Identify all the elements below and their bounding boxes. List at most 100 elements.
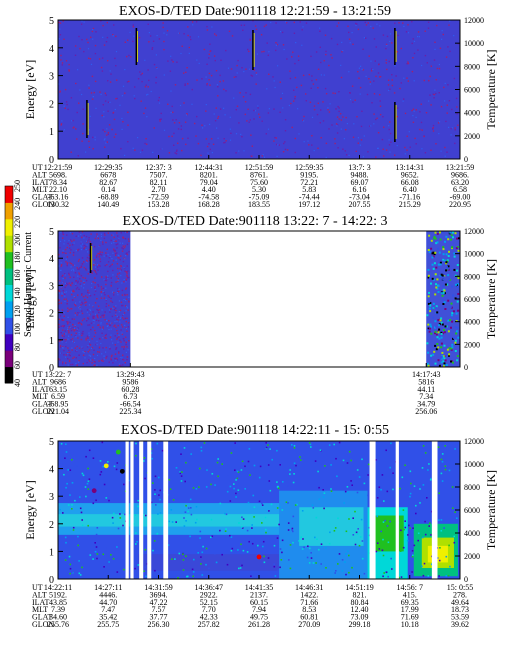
- panel1-noise-pixel: [256, 53, 258, 55]
- panel2-noise-pixel: [86, 320, 88, 322]
- panel1-noise-pixel: [81, 93, 83, 96]
- panel2-noise-pixel: [105, 277, 108, 279]
- panel1-noise-pixel: [371, 102, 373, 104]
- y2-tick-label: 6000: [464, 295, 480, 304]
- panel2-noise-pixel: [115, 305, 117, 307]
- ephemeris-value: 270.09: [298, 620, 320, 629]
- panel3-pixel: [171, 558, 173, 560]
- panel1-noise-pixel: [389, 40, 391, 42]
- panel1-noise-pixel: [87, 48, 90, 50]
- panel1-noise-pixel: [253, 109, 255, 112]
- panel3-pixel: [438, 498, 441, 500]
- panel3-pixel: [293, 445, 296, 447]
- panel3-pixel: [281, 509, 284, 511]
- panel1-noise-pixel: [134, 149, 136, 151]
- panel2-noise-pixel: [68, 308, 70, 311]
- panel2-noise-pixel: [92, 311, 94, 313]
- panel3-pixel: [240, 543, 242, 546]
- panel3-pixel: [175, 521, 177, 523]
- panel3-pixel: [392, 488, 394, 491]
- panel3-pixel: [422, 574, 425, 577]
- panel2-late-pixel: [442, 332, 444, 335]
- panel1-noise-pixel: [173, 132, 175, 135]
- panel2-noise-pixel: [125, 327, 127, 329]
- colorbar-swatch: [5, 317, 13, 335]
- panel2-noise-pixel: [100, 291, 102, 293]
- panel1-noise-pixel: [206, 145, 209, 148]
- ephemeris-value: 14:46:31: [295, 583, 323, 592]
- panel2-late-pixel: [440, 331, 443, 334]
- panel1-noise-pixel: [379, 94, 381, 96]
- panel2-noise-pixel: [59, 315, 62, 317]
- panel2-noise-pixel: [123, 281, 125, 283]
- panel3-pixel: [381, 474, 384, 476]
- panel2-noise-pixel: [75, 336, 77, 338]
- panel2-noise-pixel: [84, 295, 87, 297]
- panel3-pixel: [182, 553, 184, 556]
- panel1-noise-pixel: [375, 118, 377, 121]
- panel1-noise-pixel: [247, 48, 249, 51]
- panel1-noise-pixel: [208, 79, 210, 81]
- panel2-noise-pixel: [64, 339, 66, 341]
- panel3-pixel: [159, 512, 162, 514]
- panel1-noise-pixel: [62, 20, 64, 22]
- panel1-noise-pixel: [197, 142, 200, 145]
- panel1-noise-pixel: [329, 103, 331, 105]
- panel3-pixel: [185, 520, 187, 522]
- panel1-noise-pixel: [93, 91, 95, 94]
- panel2-noise-pixel: [68, 354, 70, 356]
- panel2-late-pixel: [434, 306, 437, 309]
- panel1-noise-pixel: [379, 25, 381, 27]
- panel3-pixel: [310, 557, 313, 559]
- panel1-noise-pixel: [349, 99, 352, 101]
- panel3-pixel: [65, 443, 67, 445]
- panel2-noise-pixel: [112, 307, 114, 309]
- panel1-noise-pixel: [63, 129, 65, 131]
- panel1-noise-pixel: [284, 130, 287, 132]
- panel2-late-pixel: [445, 266, 448, 268]
- panel2-noise-pixel: [72, 340, 74, 343]
- panel1-noise-pixel: [447, 84, 449, 86]
- panel3-pixel: [259, 544, 261, 547]
- panel3-pixel: [93, 467, 95, 470]
- panel3-pixel: [399, 487, 401, 490]
- y-tick-label: 3: [49, 492, 54, 503]
- panel3-pixel: [417, 532, 420, 535]
- panel2-noise-pixel: [115, 243, 117, 246]
- colorbar-tick-label: 140: [13, 287, 22, 299]
- panel1-noise-pixel: [445, 120, 447, 123]
- ephemeris-value: 8.53: [302, 605, 316, 614]
- panel3-pixel: [448, 469, 451, 472]
- panel3-pixel: [315, 562, 317, 564]
- panel2-noise-pixel: [67, 283, 69, 286]
- panel1-noise-pixel: [200, 154, 202, 157]
- panel3-pixel: [424, 520, 426, 523]
- panel2-noise-pixel: [116, 315, 118, 317]
- ephemeris-value: 255.76: [47, 620, 69, 629]
- panel2-noise-pixel: [111, 354, 113, 357]
- panel2-noise-pixel: [93, 360, 95, 363]
- panel1-noise-pixel: [151, 47, 154, 49]
- panel3-pixel: [82, 474, 85, 477]
- panel1-noise-pixel: [432, 127, 434, 129]
- panel2-late-pixel: [450, 347, 453, 350]
- panel2-noise-pixel: [80, 280, 82, 282]
- panel2-noise-pixel: [123, 318, 125, 320]
- panel2-noise-pixel: [115, 240, 118, 242]
- panel3-pixel: [261, 547, 264, 549]
- panel1-noise-pixel: [375, 75, 377, 78]
- panel1-noise-pixel: [170, 55, 172, 57]
- panel2-noise-pixel: [61, 295, 63, 297]
- panel2-noise-pixel: [83, 244, 85, 247]
- panel3-pixel: [422, 536, 424, 539]
- panel3-pixel: [368, 519, 370, 521]
- panel1-noise-pixel: [58, 21, 60, 24]
- panel1-noise-pixel: [159, 118, 161, 121]
- panel1-noise-pixel: [414, 137, 416, 140]
- panel1-noise-pixel: [186, 113, 188, 115]
- panel1-noise-pixel: [217, 117, 219, 119]
- panel2-noise-pixel: [93, 317, 95, 319]
- panel1-noise-pixel: [305, 93, 307, 95]
- panel1-noise-pixel: [107, 80, 109, 82]
- panel1-noise-pixel: [301, 44, 303, 46]
